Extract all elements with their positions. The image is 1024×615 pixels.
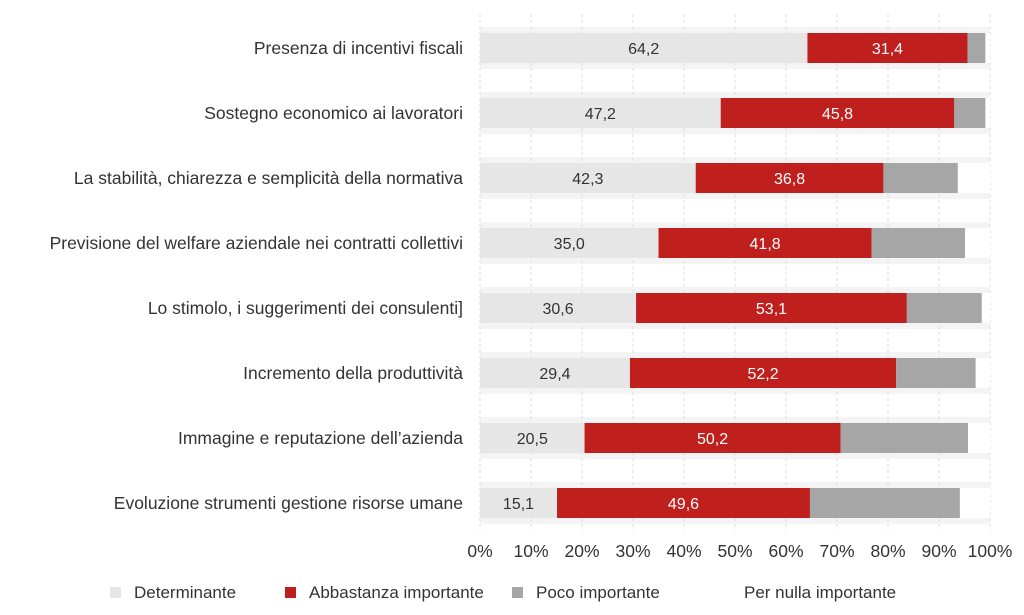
bar-poco-importante — [954, 98, 986, 128]
category-label: La stabilità, chiarezza e semplicità del… — [74, 168, 463, 188]
x-tick-label: 30% — [615, 541, 650, 561]
x-tick-label: 60% — [768, 541, 803, 561]
x-tick-label: 70% — [819, 541, 854, 561]
x-tick-labels: 0% 10% 20% 30% 40% 50% 60% 70% 80% 90% 100% — [467, 541, 1012, 561]
bar-determinante — [480, 293, 637, 323]
x-tick-label: 40% — [666, 541, 701, 561]
x-tick-label: 80% — [870, 541, 905, 561]
bar-abbastanza-importante — [557, 488, 810, 518]
legend: Determinante Abbastanza importante Poco im… — [110, 583, 896, 602]
bar-abbastanza-importante — [658, 228, 872, 258]
bar-determinante — [480, 98, 721, 128]
data-label: 49,6 — [668, 496, 699, 513]
bar-determinante — [480, 488, 558, 518]
legend-item: Poco importante — [512, 583, 660, 602]
data-label: 42,3 — [572, 171, 603, 188]
data-label: 30,6 — [542, 301, 573, 318]
bar-determinante — [480, 423, 585, 453]
bar-poco-importante — [906, 293, 982, 323]
x-tick-label: 90% — [921, 541, 956, 561]
bar-abbastanza-importante — [695, 163, 884, 193]
legend-item: Per nulla importante — [719, 583, 896, 602]
bar-labels: 64,2 31,4 47,2 45,8 42,3 36,8 35,0 41,8 30,6 53,1… — [503, 41, 903, 513]
data-label: 35,0 — [554, 236, 585, 253]
bar-per-nulla-importante — [975, 358, 990, 388]
legend-label: Per nulla importante — [744, 583, 896, 602]
legend-swatch — [285, 587, 296, 598]
bar-abbastanza-importante — [584, 423, 841, 453]
legend-item: Abbastanza importante — [285, 583, 484, 602]
bar-poco-importante — [896, 358, 976, 388]
bar-determinante — [480, 358, 630, 388]
bar-determinante — [480, 228, 659, 258]
bar-poco-importante — [840, 423, 969, 453]
legend-swatch — [512, 587, 523, 598]
data-label: 52,2 — [747, 366, 778, 383]
bar-abbastanza-importante — [629, 358, 897, 388]
legend-label: Poco importante — [536, 583, 660, 602]
data-label: 50,2 — [697, 431, 728, 448]
data-label: 45,8 — [822, 106, 853, 123]
data-label: 53,1 — [756, 301, 787, 318]
bar-per-nulla-importante — [959, 488, 990, 518]
x-tick-label: 50% — [717, 541, 752, 561]
bar-abbastanza-importante — [636, 293, 907, 323]
data-label: 64,2 — [628, 41, 659, 58]
bar-poco-importante — [883, 163, 958, 193]
category-labels: Presenza di incentivi fiscali Sostegno ec… — [50, 38, 464, 513]
data-label: 47,2 — [585, 106, 616, 123]
data-label: 20,5 — [517, 431, 548, 448]
x-tick-label: 100% — [968, 541, 1013, 561]
bar-determinante — [480, 163, 696, 193]
legend-item: Determinante — [110, 583, 236, 602]
data-label: 15,1 — [503, 496, 534, 513]
bar-poco-importante — [809, 488, 960, 518]
x-tick-label: 0% — [467, 541, 492, 561]
bars — [480, 33, 990, 518]
bar-per-nulla-importante — [981, 293, 990, 323]
data-label: 41,8 — [750, 236, 781, 253]
bar-abbastanza-importante — [807, 33, 968, 63]
data-label: 31,4 — [872, 41, 903, 58]
category-label: Evoluzione strumenti gestione risorse um… — [114, 493, 463, 513]
legend-label: Determinante — [134, 583, 236, 602]
bar-per-nulla-importante — [968, 423, 990, 453]
bar-abbastanza-importante — [720, 98, 955, 128]
data-label: 29,4 — [539, 366, 570, 383]
legend-swatch — [110, 587, 121, 598]
category-label: Previsione del welfare aziendale nei con… — [50, 233, 463, 253]
category-label: Lo stimolo, i suggerimenti dei consulent… — [148, 298, 463, 318]
bar-poco-importante — [871, 228, 966, 258]
x-tick-label: 10% — [513, 541, 548, 561]
legend-swatch — [719, 586, 732, 599]
category-label: Immagine e reputazione dell’azienda — [178, 428, 463, 448]
category-label: Sostegno economico ai lavoratori — [204, 103, 463, 123]
bar-poco-importante — [967, 33, 986, 63]
bar-determinante — [480, 33, 808, 63]
bar-per-nulla-importante — [985, 98, 990, 128]
bar-per-nulla-importante — [957, 163, 990, 193]
x-tick-label: 20% — [564, 541, 599, 561]
category-label: Incremento della produttività — [243, 363, 463, 383]
bar-per-nulla-importante — [965, 228, 990, 258]
bar-per-nulla-importante — [985, 33, 990, 63]
category-label: Presenza di incentivi fiscali — [254, 38, 463, 58]
data-label: 36,8 — [774, 171, 805, 188]
legend-label: Abbastanza importante — [309, 583, 484, 602]
